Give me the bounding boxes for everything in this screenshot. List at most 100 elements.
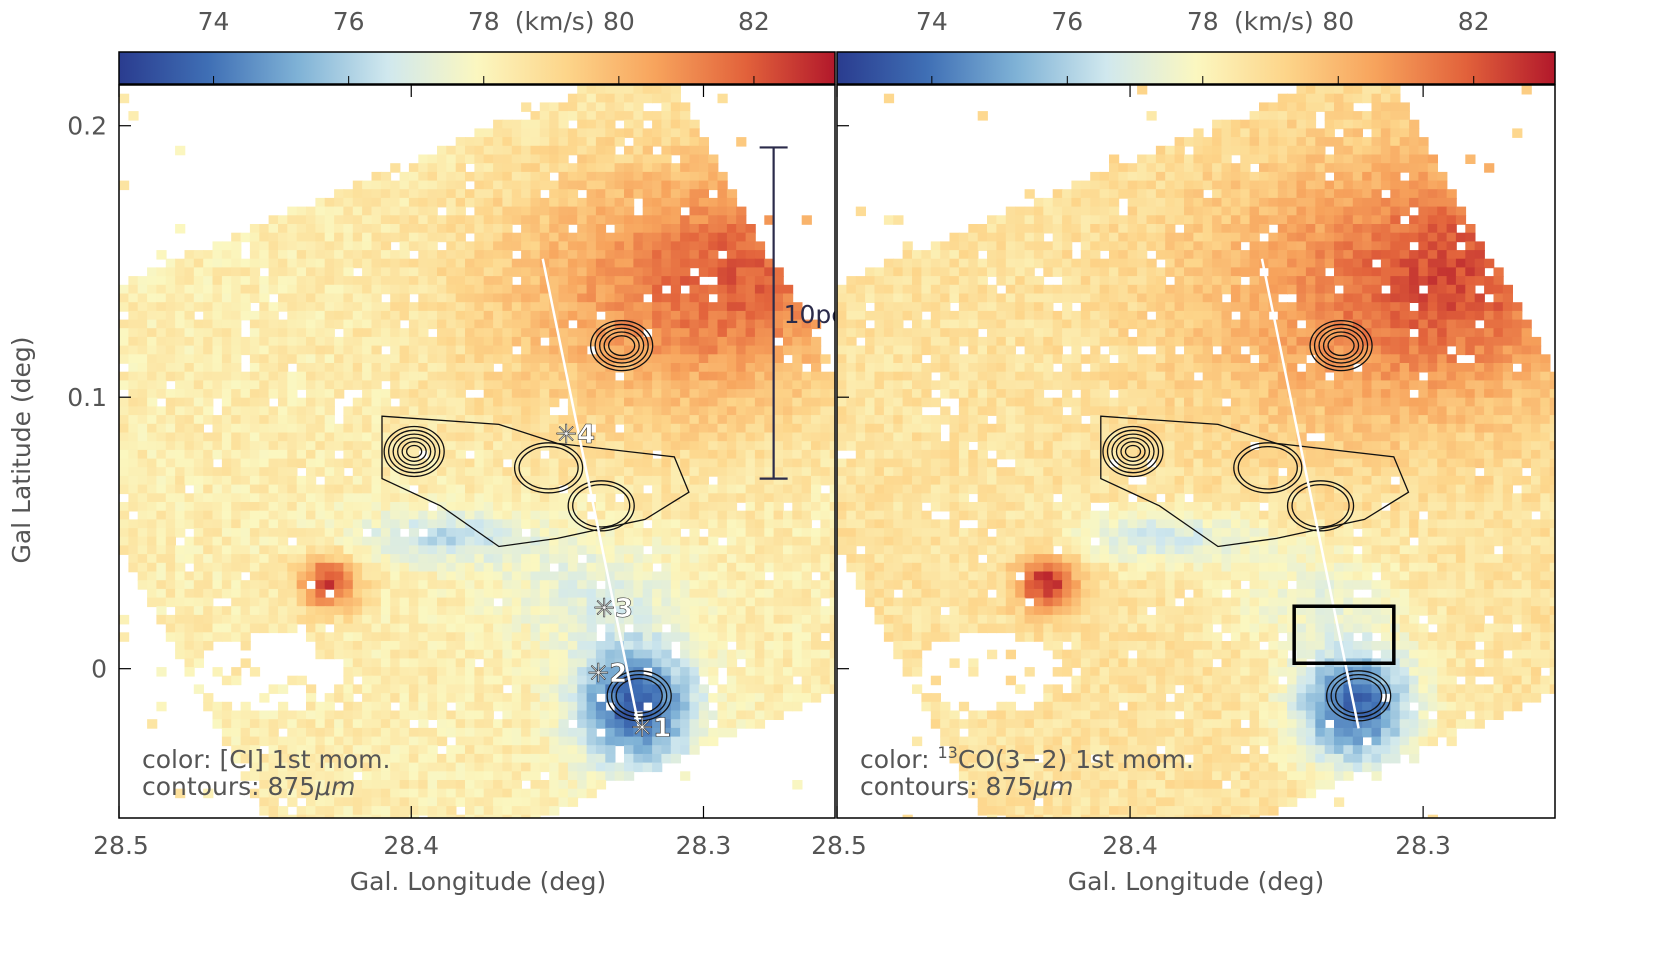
map-pixel [661, 641, 671, 651]
map-pixel [446, 789, 456, 799]
map-pixel [372, 363, 382, 373]
map-pixel [783, 493, 793, 503]
map-pixel [287, 728, 297, 738]
map-pixel [502, 572, 512, 582]
map-pixel [699, 198, 709, 208]
map-pixel [231, 572, 241, 582]
map-pixel [671, 415, 681, 425]
map-pixel [465, 346, 475, 356]
map-pixel [708, 285, 718, 295]
map-pixel [138, 346, 148, 356]
map-pixel [577, 398, 587, 408]
map-pixel [156, 476, 166, 486]
map-pixel [156, 598, 166, 608]
map-pixel [372, 380, 382, 390]
map-pixel [241, 380, 251, 390]
map-pixel [718, 728, 728, 738]
map-pixel [764, 606, 774, 616]
map-pixel [428, 528, 438, 538]
map-pixel [381, 667, 391, 677]
map-pixel [559, 615, 569, 625]
map-pixel [502, 294, 512, 304]
map-pixel [259, 354, 269, 364]
map-pixel [446, 632, 456, 642]
map-pixel [175, 450, 185, 460]
map-pixel [615, 102, 625, 112]
map-pixel [587, 693, 597, 703]
map-pixel [811, 650, 821, 660]
map-pixel [746, 441, 756, 451]
map-pixel [718, 615, 728, 625]
map-pixel [343, 572, 353, 582]
map-pixel [203, 693, 213, 703]
map-pixel [633, 641, 643, 651]
map-pixel [222, 459, 232, 469]
map-pixel [755, 424, 765, 434]
map-pixel [306, 493, 316, 503]
map-pixel [624, 433, 634, 443]
map-pixel [615, 554, 625, 564]
map-pixel [559, 128, 569, 138]
map-pixel [531, 250, 541, 260]
map-pixel [400, 658, 410, 668]
map-pixel [680, 771, 690, 781]
map-pixel [446, 771, 456, 781]
map-pixel [128, 459, 138, 469]
map-pixel [549, 224, 559, 234]
source-marker: ✳3 [593, 594, 633, 624]
map-pixel [297, 485, 307, 495]
map-pixel [287, 572, 297, 582]
map-pixel [512, 207, 522, 217]
map-pixel [774, 467, 784, 477]
map-pixel [484, 276, 494, 286]
map-pixel [652, 641, 662, 651]
map-pixel [643, 85, 653, 95]
map-pixel [250, 241, 260, 251]
map-pixel [138, 406, 148, 416]
map-pixel [577, 771, 587, 781]
map-pixel [400, 554, 410, 564]
map-pixel [362, 259, 372, 269]
map-pixel [502, 198, 512, 208]
map-pixel [409, 554, 419, 564]
map-pixel [643, 172, 653, 182]
map-pixel [540, 346, 550, 356]
map-pixel [418, 806, 428, 816]
map-pixel [531, 684, 541, 694]
map-pixel [643, 215, 653, 225]
map-pixel [119, 537, 129, 547]
map-pixel [605, 424, 615, 434]
map-pixel [269, 363, 279, 373]
map-pixel [708, 433, 718, 443]
map-pixel [474, 380, 484, 390]
map-pixel [465, 598, 475, 608]
map-pixel [661, 276, 671, 286]
map-pixel [390, 771, 400, 781]
map-pixel [549, 580, 559, 590]
map-pixel [465, 684, 475, 694]
map-pixel [559, 606, 569, 616]
map-pixel [493, 528, 503, 538]
map-pixel [690, 424, 700, 434]
map-pixel [577, 94, 587, 104]
map-pixel [718, 241, 728, 251]
map-pixel [802, 441, 812, 451]
map-pixel [166, 441, 176, 451]
map-pixel [372, 667, 382, 677]
map-pixel [783, 624, 793, 634]
map-pixel [559, 102, 569, 112]
map-pixel [736, 528, 746, 538]
map-pixel [699, 572, 709, 582]
map-pixel [194, 641, 204, 651]
map-pixel [428, 676, 438, 686]
right-colorbar [837, 52, 1555, 84]
map-pixel [465, 155, 475, 165]
map-pixel [596, 754, 606, 764]
map-pixel [250, 276, 260, 286]
map-pixel [287, 606, 297, 616]
map-pixel [259, 502, 269, 512]
map-pixel [269, 450, 279, 460]
map-pixel [802, 632, 812, 642]
map-pixel [605, 128, 615, 138]
map-pixel [708, 215, 718, 225]
